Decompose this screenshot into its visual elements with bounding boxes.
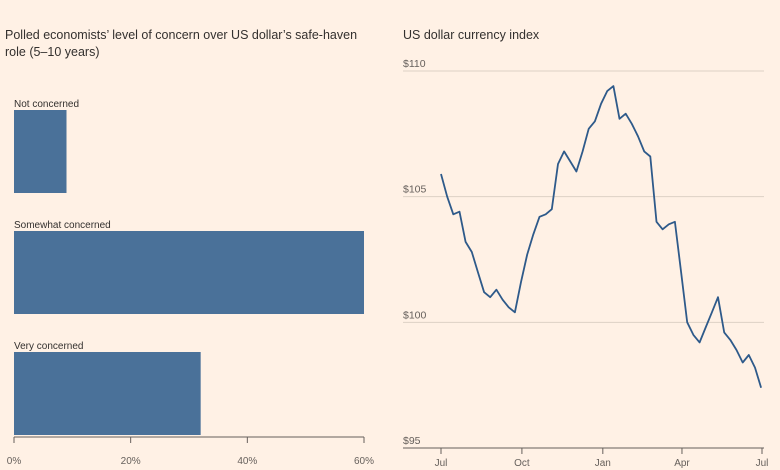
dollar-index-line-chart-panel: US dollar currency index $95 $100 $105 $110…	[385, 0, 780, 470]
x-tick-label: 40%	[237, 456, 257, 467]
x-tick-label: 20%	[121, 456, 141, 467]
x-tick-label: 0%	[7, 456, 22, 467]
line-chart: $95 $100 $105 $110 Jul Oct Jan Apr Jul	[403, 58, 769, 469]
bar-chart-title: Polled economists’ level of concern over…	[5, 28, 358, 59]
dollar-index-line	[440, 85, 762, 388]
bar	[14, 352, 201, 435]
concern-bar-chart-panel: Polled economists’ level of concern over…	[0, 0, 385, 470]
x-tick-label: Jul	[756, 458, 769, 469]
bar-label: Somewhat concerned	[14, 220, 111, 231]
line-chart-title: US dollar currency index	[403, 28, 540, 42]
bar-chart: Not concerned Somewhat concerned Very conc…	[7, 99, 374, 467]
bar-label: Very concerned	[14, 341, 84, 352]
x-tick-label: Oct	[514, 458, 530, 469]
x-tick-label: Jan	[595, 458, 611, 469]
y-tick-label: $105	[403, 184, 427, 196]
bar	[14, 231, 364, 314]
bar	[14, 110, 67, 193]
x-tick-label: Jul	[435, 458, 448, 469]
bar-label: Not concerned	[14, 99, 79, 110]
x-tick-label: Apr	[674, 458, 690, 469]
y-tick-label: $95	[403, 435, 421, 447]
y-tick-label: $100	[403, 309, 427, 321]
y-tick-label: $110	[403, 58, 426, 70]
x-tick-label: 60%	[354, 456, 374, 467]
